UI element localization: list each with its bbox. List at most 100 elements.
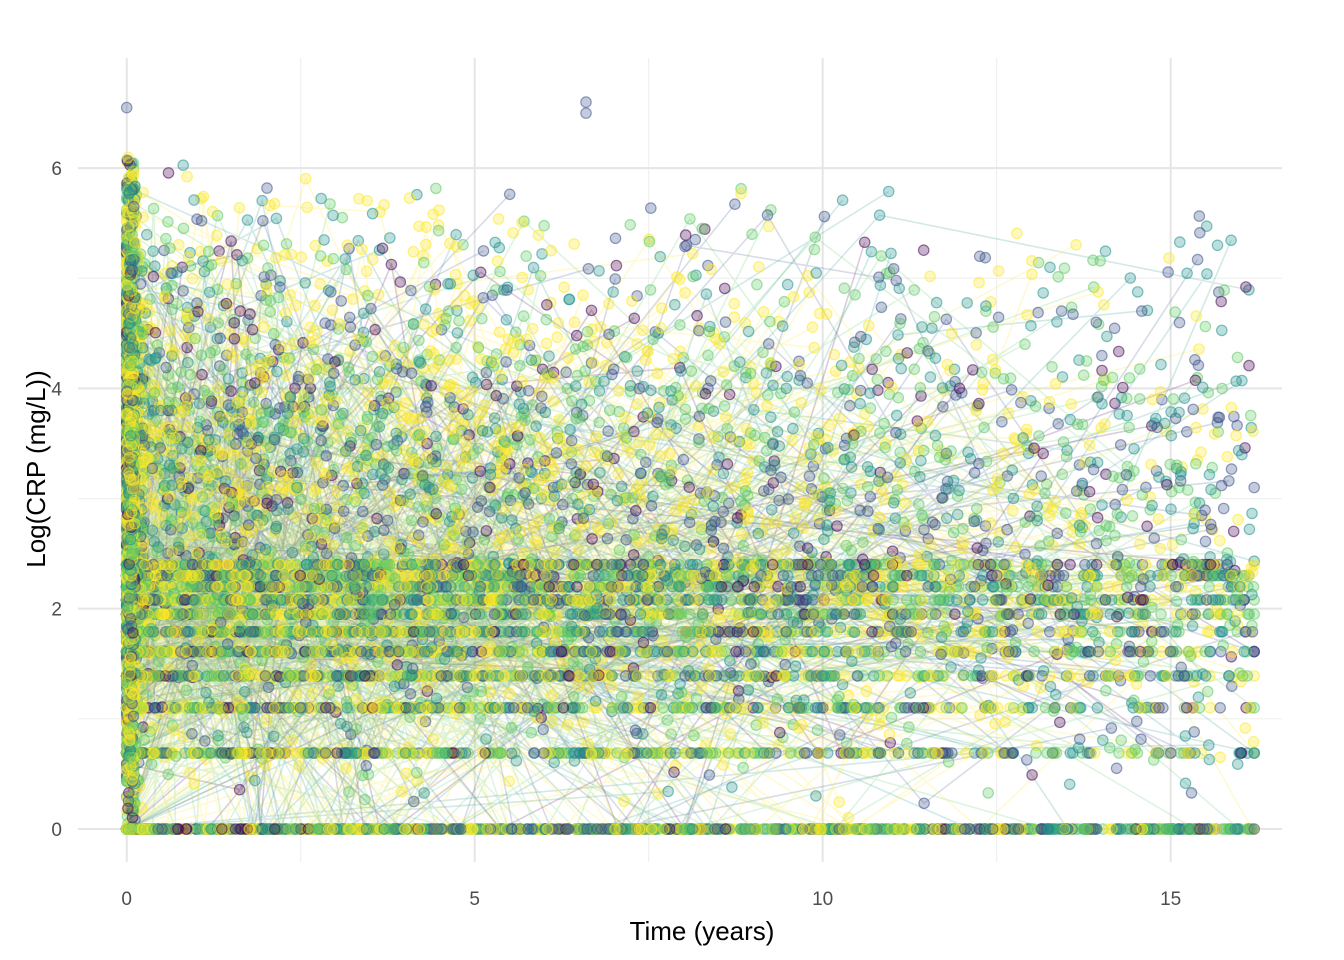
data-point [808,243,821,256]
data-point [908,284,920,296]
data-point [594,320,607,333]
data-point [1155,608,1167,620]
data-point [377,524,390,537]
data-point [612,385,625,397]
data-point [930,296,943,309]
data-point [339,253,351,265]
data-point [670,504,682,517]
data-point [1174,236,1186,248]
data-point [438,653,451,665]
data-point [1073,538,1086,550]
data-point [366,350,379,363]
data-point [892,670,904,682]
data-point [737,761,749,774]
data-point [757,346,769,359]
data-point [148,535,161,548]
data-point [918,797,930,810]
data-point [673,273,686,286]
data-point [344,321,357,333]
data-point [317,476,329,489]
data-point [177,285,189,297]
data-point [1225,234,1237,247]
data-point [602,297,615,310]
data-point [747,403,760,416]
data-point [284,447,296,460]
data-point [615,690,628,703]
data-point [1124,272,1137,284]
data-point [412,500,425,513]
data-point [1154,542,1167,555]
data-point [623,594,636,606]
data-point [978,421,990,434]
data-point [270,365,283,378]
data-point [372,288,385,301]
data-point [997,447,1009,460]
data-point [912,445,925,457]
data-point [1104,645,1116,658]
data-point [455,483,468,496]
data-point [976,594,989,606]
data-point [262,558,275,571]
data-point [726,481,738,493]
data-point [702,349,714,362]
data-point [357,307,370,320]
data-point [695,681,708,694]
data-point [1099,418,1111,430]
data-point [809,231,821,243]
data-point [585,304,598,317]
data-point [264,305,277,318]
data-point [427,733,439,745]
data-point [220,297,233,310]
data-point [1170,595,1183,608]
data-point [645,499,658,512]
data-point [356,243,368,255]
data-point [1114,625,1126,638]
data-point [692,419,705,432]
data-point [405,514,418,527]
data-point [1123,421,1135,434]
data-point [233,202,246,214]
data-point [525,726,538,739]
data-point [465,385,478,397]
data-point [811,724,824,737]
data-point [806,321,819,333]
data-point [717,505,730,518]
data-point [1214,751,1226,764]
data-point [376,242,389,255]
data-point [1179,777,1192,790]
data-point [241,214,254,226]
data-point [1010,541,1022,553]
data-point [488,412,501,424]
data-point [849,288,861,301]
data-point [685,365,698,377]
data-point [293,760,305,772]
data-point [354,424,367,437]
data-point [913,548,925,561]
data-point [153,655,165,668]
data-point [880,345,892,358]
data-point [534,269,547,282]
data-point [679,286,691,299]
data-point [1034,681,1047,694]
data-point [562,633,575,646]
data-point [279,307,292,319]
data-point [1091,511,1104,524]
data-point [1203,739,1215,751]
data-point [1026,268,1038,281]
data-point [267,730,280,743]
data-point [864,465,877,478]
data-point [324,380,336,393]
data-point [1121,493,1133,506]
data-point [308,513,321,525]
data-point [914,381,927,394]
data-point [506,514,518,526]
data-point [1215,295,1227,308]
data-point [415,375,427,387]
data-point [391,659,404,671]
data-point [662,785,674,798]
data-point [602,425,614,437]
data-point [789,512,801,524]
data-point [404,688,417,700]
data-point [545,244,557,257]
data-point [543,350,555,362]
